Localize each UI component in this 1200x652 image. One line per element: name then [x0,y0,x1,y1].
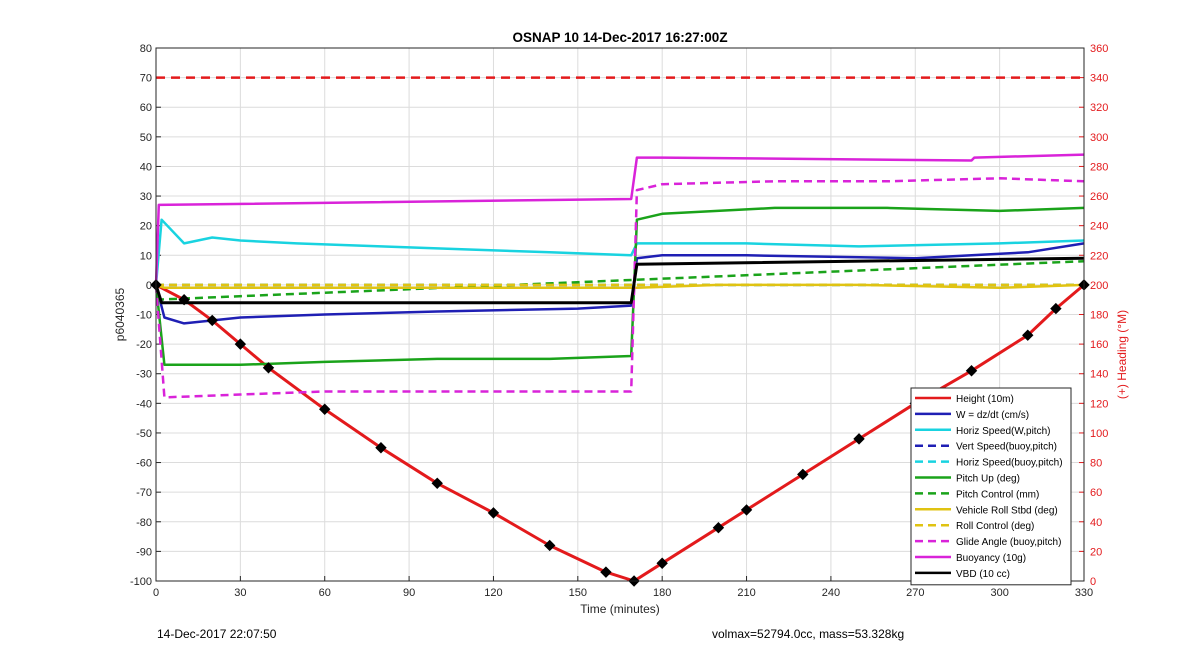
y2-tick-label: 60 [1090,487,1102,499]
y2-tick-label: 280 [1090,161,1108,173]
height-marker [797,468,809,481]
height-marker [431,477,443,489]
y2-tick-label: 100 [1090,428,1108,440]
series-line-1 [154,242,1085,325]
y2-tick-label: 320 [1090,102,1108,114]
series-line-2 [154,218,1085,286]
y-tick-label: 50 [140,132,152,144]
series-line-7 [155,283,1085,290]
legend-label-6: Pitch Control (mm) [956,489,1039,500]
y2-tick-label: 360 [1090,43,1108,55]
legend-label-7: Vehicle Roll Stbd (deg) [956,505,1058,516]
y2-tick-label: 140 [1090,369,1108,381]
footer-timestamp: 14-Dec-2017 22:07:50 [157,627,277,641]
height-marker [740,504,753,516]
y2-tick-label: 20 [1090,546,1102,558]
height-marker [262,362,275,374]
y2-tick-label: 340 [1090,73,1108,85]
x-tick-label: 180 [653,587,671,599]
series-line-6 [155,259,1085,301]
height-marker [965,365,978,377]
legend-label-2: Horiz Speed(W,pitch) [956,426,1050,437]
y-tick-label: -50 [136,428,152,440]
x-tick-label: 210 [737,587,755,599]
y-tick-label: -20 [136,339,152,351]
y-tick-label: 0 [146,280,152,292]
legend-label-4: Horiz Speed(buoy,pitch) [956,458,1063,469]
y-tick-label: -10 [136,310,152,322]
legend-label-5: Pitch Up (deg) [956,474,1020,485]
height-marker [1022,329,1034,341]
height-marker [1050,302,1062,315]
y2-tick-label: 180 [1090,310,1108,322]
y-tick-label: 80 [140,43,152,55]
x-tick-label: 120 [484,587,502,599]
y2-tick-label: 200 [1090,280,1108,292]
y-tick-label: 70 [140,73,152,85]
y2-tick-label: 240 [1090,221,1108,233]
y2-tick-label: 300 [1090,132,1108,144]
y-tick-label: -30 [136,369,152,381]
series-line-11 [154,256,1085,305]
chart-title: OSNAP 10 14-Dec-2017 16:27:00Z [512,30,727,45]
x-tick-label: 0 [153,587,159,599]
height-marker [543,539,556,552]
y-tick-label: -70 [136,487,152,499]
legend-label-1: W = dz/dt (cm/s) [956,410,1029,421]
height-marker [319,403,331,415]
legend-label-3: Vert Speed(buoy,pitch) [956,442,1057,453]
y-axis-label: p6040365 [113,287,127,341]
y2-tick-label: 0 [1090,576,1096,588]
y-tick-label: 40 [140,161,152,173]
height-marker [487,507,500,519]
legend-label-11: VBD (10 cc) [956,569,1010,580]
x-tick-label: 60 [319,587,331,599]
legend-label-8: Roll Control (deg) [956,521,1034,532]
y-tick-label: 10 [140,250,152,262]
y-tick-label: 20 [140,221,152,233]
x-tick-label: 240 [822,587,840,599]
series-line-0 [155,283,1085,583]
y-tick-label: 60 [140,102,152,114]
y-tick-label: -60 [136,458,152,470]
y2-tick-label: 120 [1090,398,1108,410]
y-tick-label: 30 [140,191,152,203]
y-tick-label: -40 [136,398,152,410]
axes-box [155,47,1085,582]
height-marker [853,433,865,445]
y2-tick-label: 220 [1090,250,1108,262]
y-tick-label: -80 [136,517,152,529]
height-marker [234,338,247,350]
legend-label-10: Buoyancy (10g) [956,553,1026,564]
y2-tick-label: 260 [1090,191,1108,203]
y2-tick-label: 80 [1090,458,1102,470]
x-tick-label: 270 [906,587,924,599]
height-marker [178,293,190,306]
y-tick-label: -100 [130,576,152,588]
height-marker [206,314,218,327]
height-marker [600,566,612,578]
legend-label-9: Glide Angle (buoy,pitch) [956,537,1061,548]
y2-tick-label: 160 [1090,339,1108,351]
y2-tick-label: 40 [1090,517,1102,529]
x-tick-label: 150 [569,587,587,599]
series-line-10 [154,153,1085,285]
x-tick-label: 30 [234,587,246,599]
y2-axis-label: (+) Heading (°M) [1115,310,1129,399]
footer-vehicle-info: volmax=52794.0cc, mass=53.328kg [712,627,905,641]
y-tick-label: -90 [136,546,152,558]
x-tick-label: 300 [990,587,1008,599]
legend-label-0: Height (10m) [956,394,1014,405]
height-marker [656,557,668,569]
x-tick-label: 330 [1075,587,1093,599]
x-tick-label: 90 [403,587,415,599]
height-marker [375,442,387,454]
x-axis-label: Time (minutes) [580,602,660,616]
legend-box [910,387,1072,586]
series-line-9 [154,177,1085,399]
height-marker [712,521,725,534]
